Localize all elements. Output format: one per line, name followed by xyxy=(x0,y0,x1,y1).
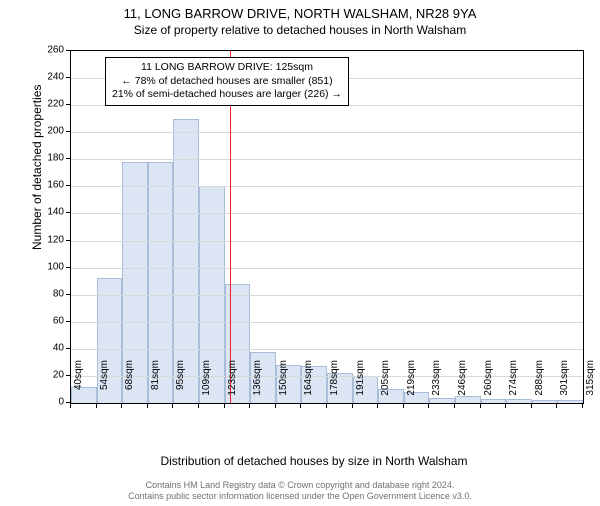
y-tick-mark xyxy=(66,294,70,295)
x-tick-label: 315sqm xyxy=(585,360,596,408)
y-tick-mark xyxy=(66,240,70,241)
x-tick-mark xyxy=(300,404,301,408)
x-tick-label: 81sqm xyxy=(150,360,161,408)
x-tick-label: 136sqm xyxy=(252,360,263,408)
y-tick-label: 0 xyxy=(24,397,64,408)
y-tick-mark xyxy=(66,50,70,51)
x-tick-label: 150sqm xyxy=(278,360,289,408)
x-tick-mark xyxy=(96,404,97,408)
x-tick-mark xyxy=(428,404,429,408)
x-tick-mark xyxy=(275,404,276,408)
plot-area: 11 LONG BARROW DRIVE: 125sqm ← 78% of de… xyxy=(70,50,584,404)
x-axis-label: Distribution of detached houses by size … xyxy=(44,454,584,468)
info-line-1: 11 LONG BARROW DRIVE: 125sqm xyxy=(112,61,342,75)
y-tick-mark xyxy=(66,158,70,159)
gridline xyxy=(71,322,583,323)
x-tick-label: 95sqm xyxy=(175,360,186,408)
x-tick-label: 164sqm xyxy=(303,360,314,408)
footer: Contains HM Land Registry data © Crown c… xyxy=(0,480,600,503)
y-tick-mark xyxy=(66,104,70,105)
x-tick-label: 40sqm xyxy=(73,360,84,408)
x-tick-mark xyxy=(121,404,122,408)
y-tick-label: 220 xyxy=(24,99,64,110)
y-tick-label: 240 xyxy=(24,72,64,83)
gridline xyxy=(71,295,583,296)
gridline xyxy=(71,241,583,242)
y-tick-label: 80 xyxy=(24,288,64,299)
x-tick-label: 109sqm xyxy=(201,360,212,408)
y-tick-mark xyxy=(66,375,70,376)
gridline xyxy=(71,186,583,187)
gridline xyxy=(71,376,583,377)
x-tick-label: 178sqm xyxy=(329,360,340,408)
y-tick-mark xyxy=(66,185,70,186)
x-tick-label: 233sqm xyxy=(431,360,442,408)
x-tick-label: 260sqm xyxy=(483,360,494,408)
info-line-3: 21% of semi-detached houses are larger (… xyxy=(112,88,342,102)
footer-line-2: Contains public sector information licen… xyxy=(0,491,600,502)
gridline xyxy=(71,159,583,160)
gridline xyxy=(71,349,583,350)
gridline xyxy=(71,268,583,269)
x-tick-mark xyxy=(531,404,532,408)
x-tick-label: 274sqm xyxy=(508,360,519,408)
y-tick-mark xyxy=(66,348,70,349)
x-tick-mark xyxy=(326,404,327,408)
x-tick-mark xyxy=(582,404,583,408)
x-tick-mark xyxy=(505,404,506,408)
y-tick-mark xyxy=(66,267,70,268)
page-title: 11, LONG BARROW DRIVE, NORTH WALSHAM, NR… xyxy=(0,6,600,21)
x-tick-mark xyxy=(454,404,455,408)
y-tick-mark xyxy=(66,212,70,213)
x-tick-mark xyxy=(403,404,404,408)
x-tick-mark xyxy=(70,404,71,408)
x-tick-label: 246sqm xyxy=(457,360,468,408)
y-tick-mark xyxy=(66,131,70,132)
y-tick-mark xyxy=(66,77,70,78)
x-tick-label: 68sqm xyxy=(124,360,135,408)
info-box: 11 LONG BARROW DRIVE: 125sqm ← 78% of de… xyxy=(105,57,349,106)
x-tick-mark xyxy=(224,404,225,408)
x-tick-label: 219sqm xyxy=(406,360,417,408)
y-tick-label: 200 xyxy=(24,126,64,137)
y-tick-mark xyxy=(66,321,70,322)
x-tick-mark xyxy=(556,404,557,408)
x-tick-mark xyxy=(377,404,378,408)
x-tick-mark xyxy=(249,404,250,408)
y-tick-label: 160 xyxy=(24,180,64,191)
x-tick-label: 205sqm xyxy=(380,360,391,408)
y-tick-label: 260 xyxy=(24,45,64,56)
y-tick-label: 100 xyxy=(24,261,64,272)
footer-line-1: Contains HM Land Registry data © Crown c… xyxy=(0,480,600,491)
x-tick-mark xyxy=(480,404,481,408)
chart-container: Number of detached properties 11 LONG BA… xyxy=(44,50,584,440)
y-tick-label: 60 xyxy=(24,315,64,326)
x-tick-label: 123sqm xyxy=(227,360,238,408)
gridline xyxy=(71,213,583,214)
y-tick-label: 20 xyxy=(24,369,64,380)
x-tick-label: 191sqm xyxy=(355,360,366,408)
x-tick-label: 301sqm xyxy=(559,360,570,408)
info-line-2: ← 78% of detached houses are smaller (85… xyxy=(112,75,342,89)
page-subtitle: Size of property relative to detached ho… xyxy=(0,23,600,37)
x-tick-mark xyxy=(352,404,353,408)
y-tick-label: 140 xyxy=(24,207,64,218)
y-tick-label: 180 xyxy=(24,153,64,164)
y-tick-label: 40 xyxy=(24,342,64,353)
x-tick-mark xyxy=(147,404,148,408)
x-tick-mark xyxy=(198,404,199,408)
x-tick-mark xyxy=(172,404,173,408)
x-tick-label: 54sqm xyxy=(99,360,110,408)
y-tick-mark xyxy=(66,402,70,403)
x-tick-label: 288sqm xyxy=(534,360,545,408)
y-tick-label: 120 xyxy=(24,234,64,245)
gridline xyxy=(71,132,583,133)
